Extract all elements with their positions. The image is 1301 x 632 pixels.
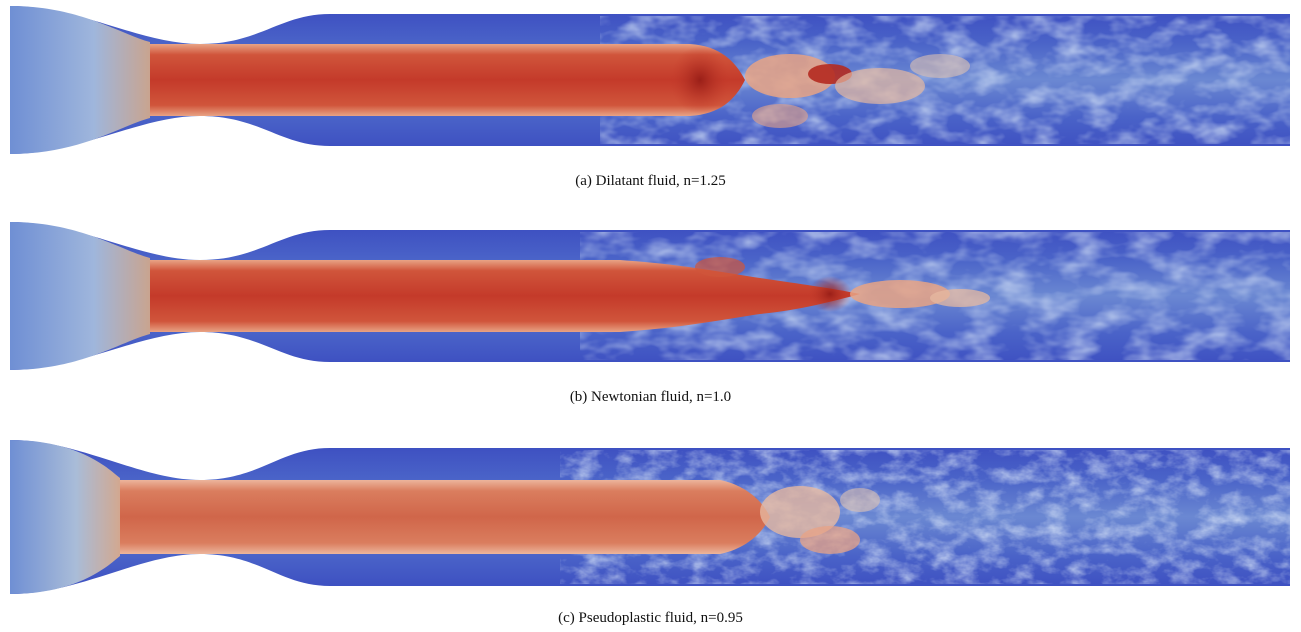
hot-spot-a [670, 46, 730, 114]
caption-c: (c) Pseudoplastic fluid, n=0.95 [558, 610, 743, 626]
hot-spot-b [808, 276, 852, 312]
caption-b: (b) Newtonian fluid, n=1.0 [569, 389, 732, 405]
inlet-c [10, 440, 120, 594]
flow-field-panel-b [0, 222, 1301, 372]
inlet-a [10, 6, 150, 154]
velocity-contour-b [10, 222, 1290, 370]
flow-field-panel-a [0, 6, 1301, 156]
caption-a: (a) Dilatant fluid, n=1.25 [575, 173, 726, 189]
flow-field-panel-c [0, 440, 1301, 596]
velocity-contour-c [10, 440, 1290, 594]
jet-core-a [150, 44, 745, 116]
jet-core-b [150, 260, 860, 332]
inlet-b [10, 222, 150, 370]
jet-core-c [120, 480, 770, 554]
velocity-contour-a [10, 6, 1290, 154]
